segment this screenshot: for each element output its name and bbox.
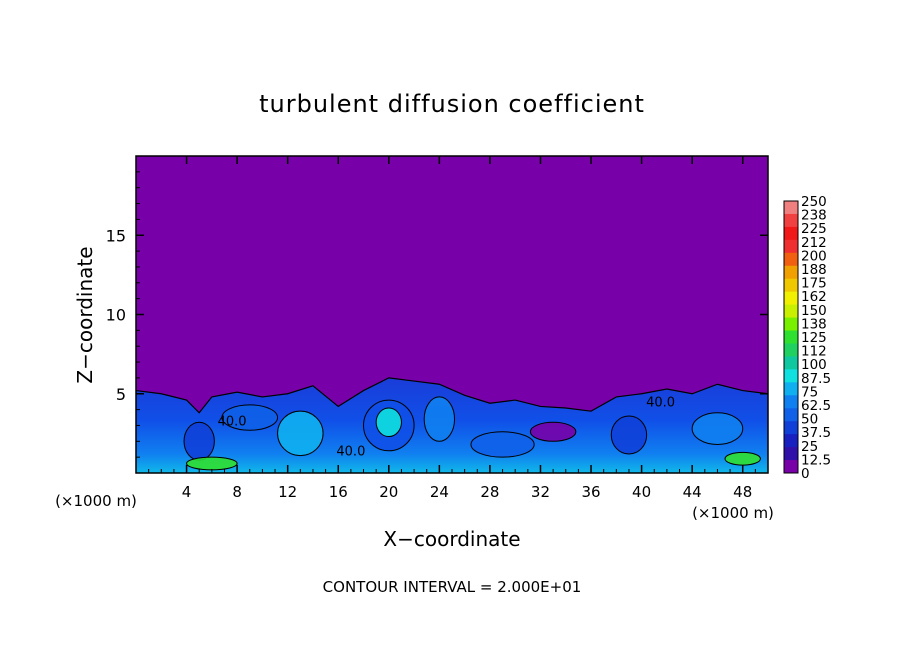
colorbar-label: 25 [801, 439, 818, 455]
colorbar-swatch [784, 434, 798, 448]
colorbar-swatch [784, 213, 798, 228]
colorbar-label: 62.5 [801, 398, 831, 414]
colorbar-swatch [784, 201, 798, 215]
colorbar-frame [783, 200, 799, 474]
eddy-contour [375, 407, 402, 438]
plot-area: 40.0 40.0 40.0 [136, 156, 768, 473]
turbulent-eddies [183, 396, 761, 471]
colorbar-swatch [784, 356, 798, 370]
colorbar-label: 200 [801, 248, 827, 264]
x-unit-right: (×1000 m) [692, 504, 774, 522]
x-tick-label: 20 [379, 483, 398, 501]
y-tick-label: 15 [106, 226, 126, 245]
colorbar-swatch [784, 343, 798, 357]
colorbar-label: 12.5 [801, 452, 831, 468]
x-tick-label: 48 [733, 483, 752, 501]
eddy-contour [610, 415, 648, 455]
x-tick-label: 24 [430, 483, 449, 501]
eddy-contour [277, 410, 324, 457]
y-axis: 5 10 15 [106, 171, 768, 458]
colorbar: 2502382252122001881751621501381251121008… [783, 194, 831, 482]
x-axis: 4 8 12 16 20 24 28 32 36 40 44 48 [148, 156, 756, 501]
colorbar-swatch [784, 395, 798, 409]
colorbar-label: 87.5 [801, 371, 831, 387]
x-tick-label: 16 [329, 483, 348, 501]
colorbar-swatch [784, 239, 798, 254]
contour-interval-note: CONTOUR INTERVAL = 2.000E+01 [323, 578, 582, 596]
colorbar-swatch [784, 369, 798, 383]
eddy-contour [724, 451, 761, 466]
colorbar-swatch [784, 447, 798, 461]
y-axis-label: Z−coordinate [73, 246, 97, 383]
contour-label: 40.0 [646, 395, 675, 410]
colorbar-label: 162 [801, 289, 827, 305]
x-tick-label: 40 [632, 483, 651, 501]
colorbar-label: 212 [801, 235, 827, 251]
colorbar-label: 125 [801, 330, 827, 346]
colorbar-label: 37.5 [801, 425, 831, 441]
colorbar-swatch [784, 382, 798, 396]
colorbar-swatch [784, 421, 798, 435]
colorbar-label: 238 [801, 208, 827, 224]
colorbar-label: 175 [801, 276, 827, 292]
x-tick-label: 4 [182, 483, 192, 501]
eddy-contour [183, 421, 215, 461]
x-tick-label: 44 [683, 483, 702, 501]
colorbar-swatch [784, 408, 798, 422]
eddy-contour [529, 421, 577, 442]
x-tick-label: 12 [278, 483, 297, 501]
y-tick-label: 5 [116, 385, 126, 404]
colorbar-label: 138 [801, 316, 827, 332]
eddy-contour [423, 396, 456, 442]
eddy-contour [186, 456, 238, 471]
x-tick-label: 8 [232, 483, 242, 501]
eddy-contour [221, 404, 279, 431]
eddy-contour [691, 412, 744, 445]
colorbar-swatch [784, 304, 798, 319]
colorbar-label: 50 [801, 412, 818, 428]
colorbar-label: 250 [801, 194, 827, 210]
colorbar-label: 225 [801, 221, 827, 237]
colorbar-label: 75 [801, 384, 818, 400]
boundary-layer-contour [136, 377, 768, 414]
colorbar-swatch [784, 252, 798, 267]
colorbar-swatch [784, 226, 798, 241]
colorbar-swatch [784, 291, 798, 306]
colorbar-label: 100 [801, 357, 827, 373]
x-tick-label: 28 [480, 483, 499, 501]
colorbar-label: 0 [801, 466, 810, 482]
contour-labels: 40.0 40.0 40.0 [218, 395, 675, 459]
colorbar-swatch [784, 278, 798, 293]
colorbar-swatch [784, 330, 798, 344]
y-tick-label: 10 [106, 306, 126, 325]
x-axis-label: X−coordinate [383, 527, 520, 551]
x-tick-label: 32 [531, 483, 550, 501]
x-unit-left: (×1000 m) [55, 492, 137, 510]
chart-title: turbulent diffusion coefficient [259, 90, 645, 118]
colorbar-swatch [784, 460, 798, 474]
colorbar-label: 188 [801, 262, 827, 278]
colorbar-swatch [784, 265, 798, 280]
contour-label: 40.0 [336, 445, 365, 460]
contour-label: 40.0 [218, 414, 247, 429]
colorbar-swatch [784, 317, 798, 332]
x-tick-label: 36 [581, 483, 600, 501]
colorbar-label: 112 [801, 344, 827, 360]
eddy-contour [470, 431, 535, 458]
colorbar-label: 150 [801, 303, 827, 319]
